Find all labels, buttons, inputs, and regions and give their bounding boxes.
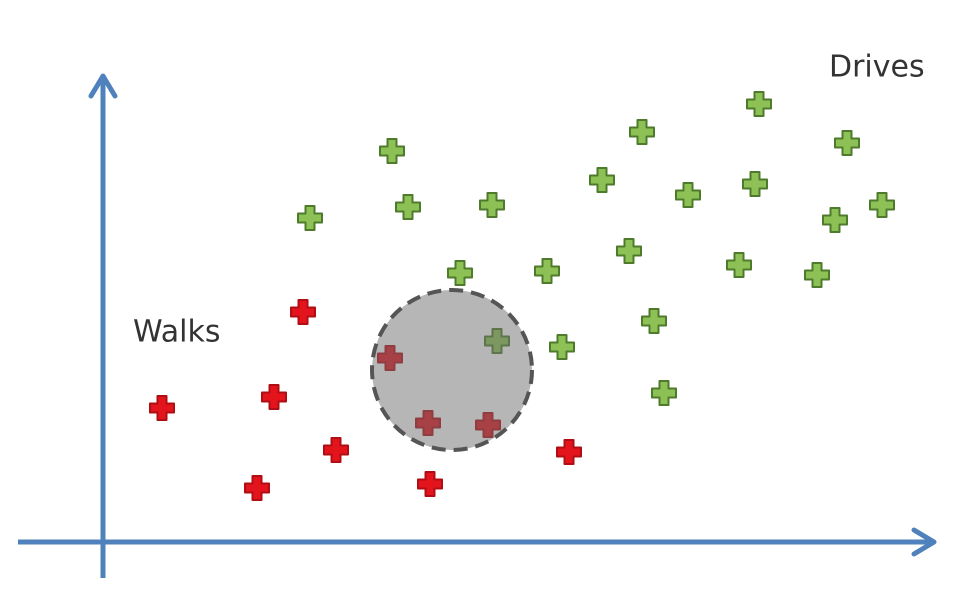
- walk-point: [244, 475, 270, 501]
- drive-point: [395, 194, 421, 220]
- drive-point: [379, 138, 405, 164]
- walk-point: [149, 395, 175, 421]
- drive-point: [675, 182, 701, 208]
- drive-point: [869, 192, 895, 218]
- drive-point: [746, 91, 772, 117]
- drive-point: [726, 252, 752, 278]
- drive-point: [651, 380, 677, 406]
- drive-point: [297, 205, 323, 231]
- drive-point: [447, 260, 473, 286]
- drive-point: [616, 238, 642, 264]
- walks-label: Walks: [133, 315, 220, 350]
- walk-point: [417, 471, 443, 497]
- drive-point: [589, 167, 615, 193]
- drive-point: [804, 262, 830, 288]
- drive-point: [549, 334, 575, 360]
- drives-label: Drives: [829, 50, 925, 85]
- walk-point: [323, 437, 349, 463]
- walk-point: [556, 439, 582, 465]
- drive-point: [742, 171, 768, 197]
- drive-point: [629, 119, 655, 145]
- drive-point: [479, 192, 505, 218]
- walk-point: [261, 384, 287, 410]
- points: [149, 91, 895, 501]
- drive-point: [834, 130, 860, 156]
- drive-point: [822, 207, 848, 233]
- drive-point: [534, 258, 560, 284]
- walk-point: [290, 299, 316, 325]
- drive-point: [641, 308, 667, 334]
- neighborhood-circle: [370, 288, 534, 452]
